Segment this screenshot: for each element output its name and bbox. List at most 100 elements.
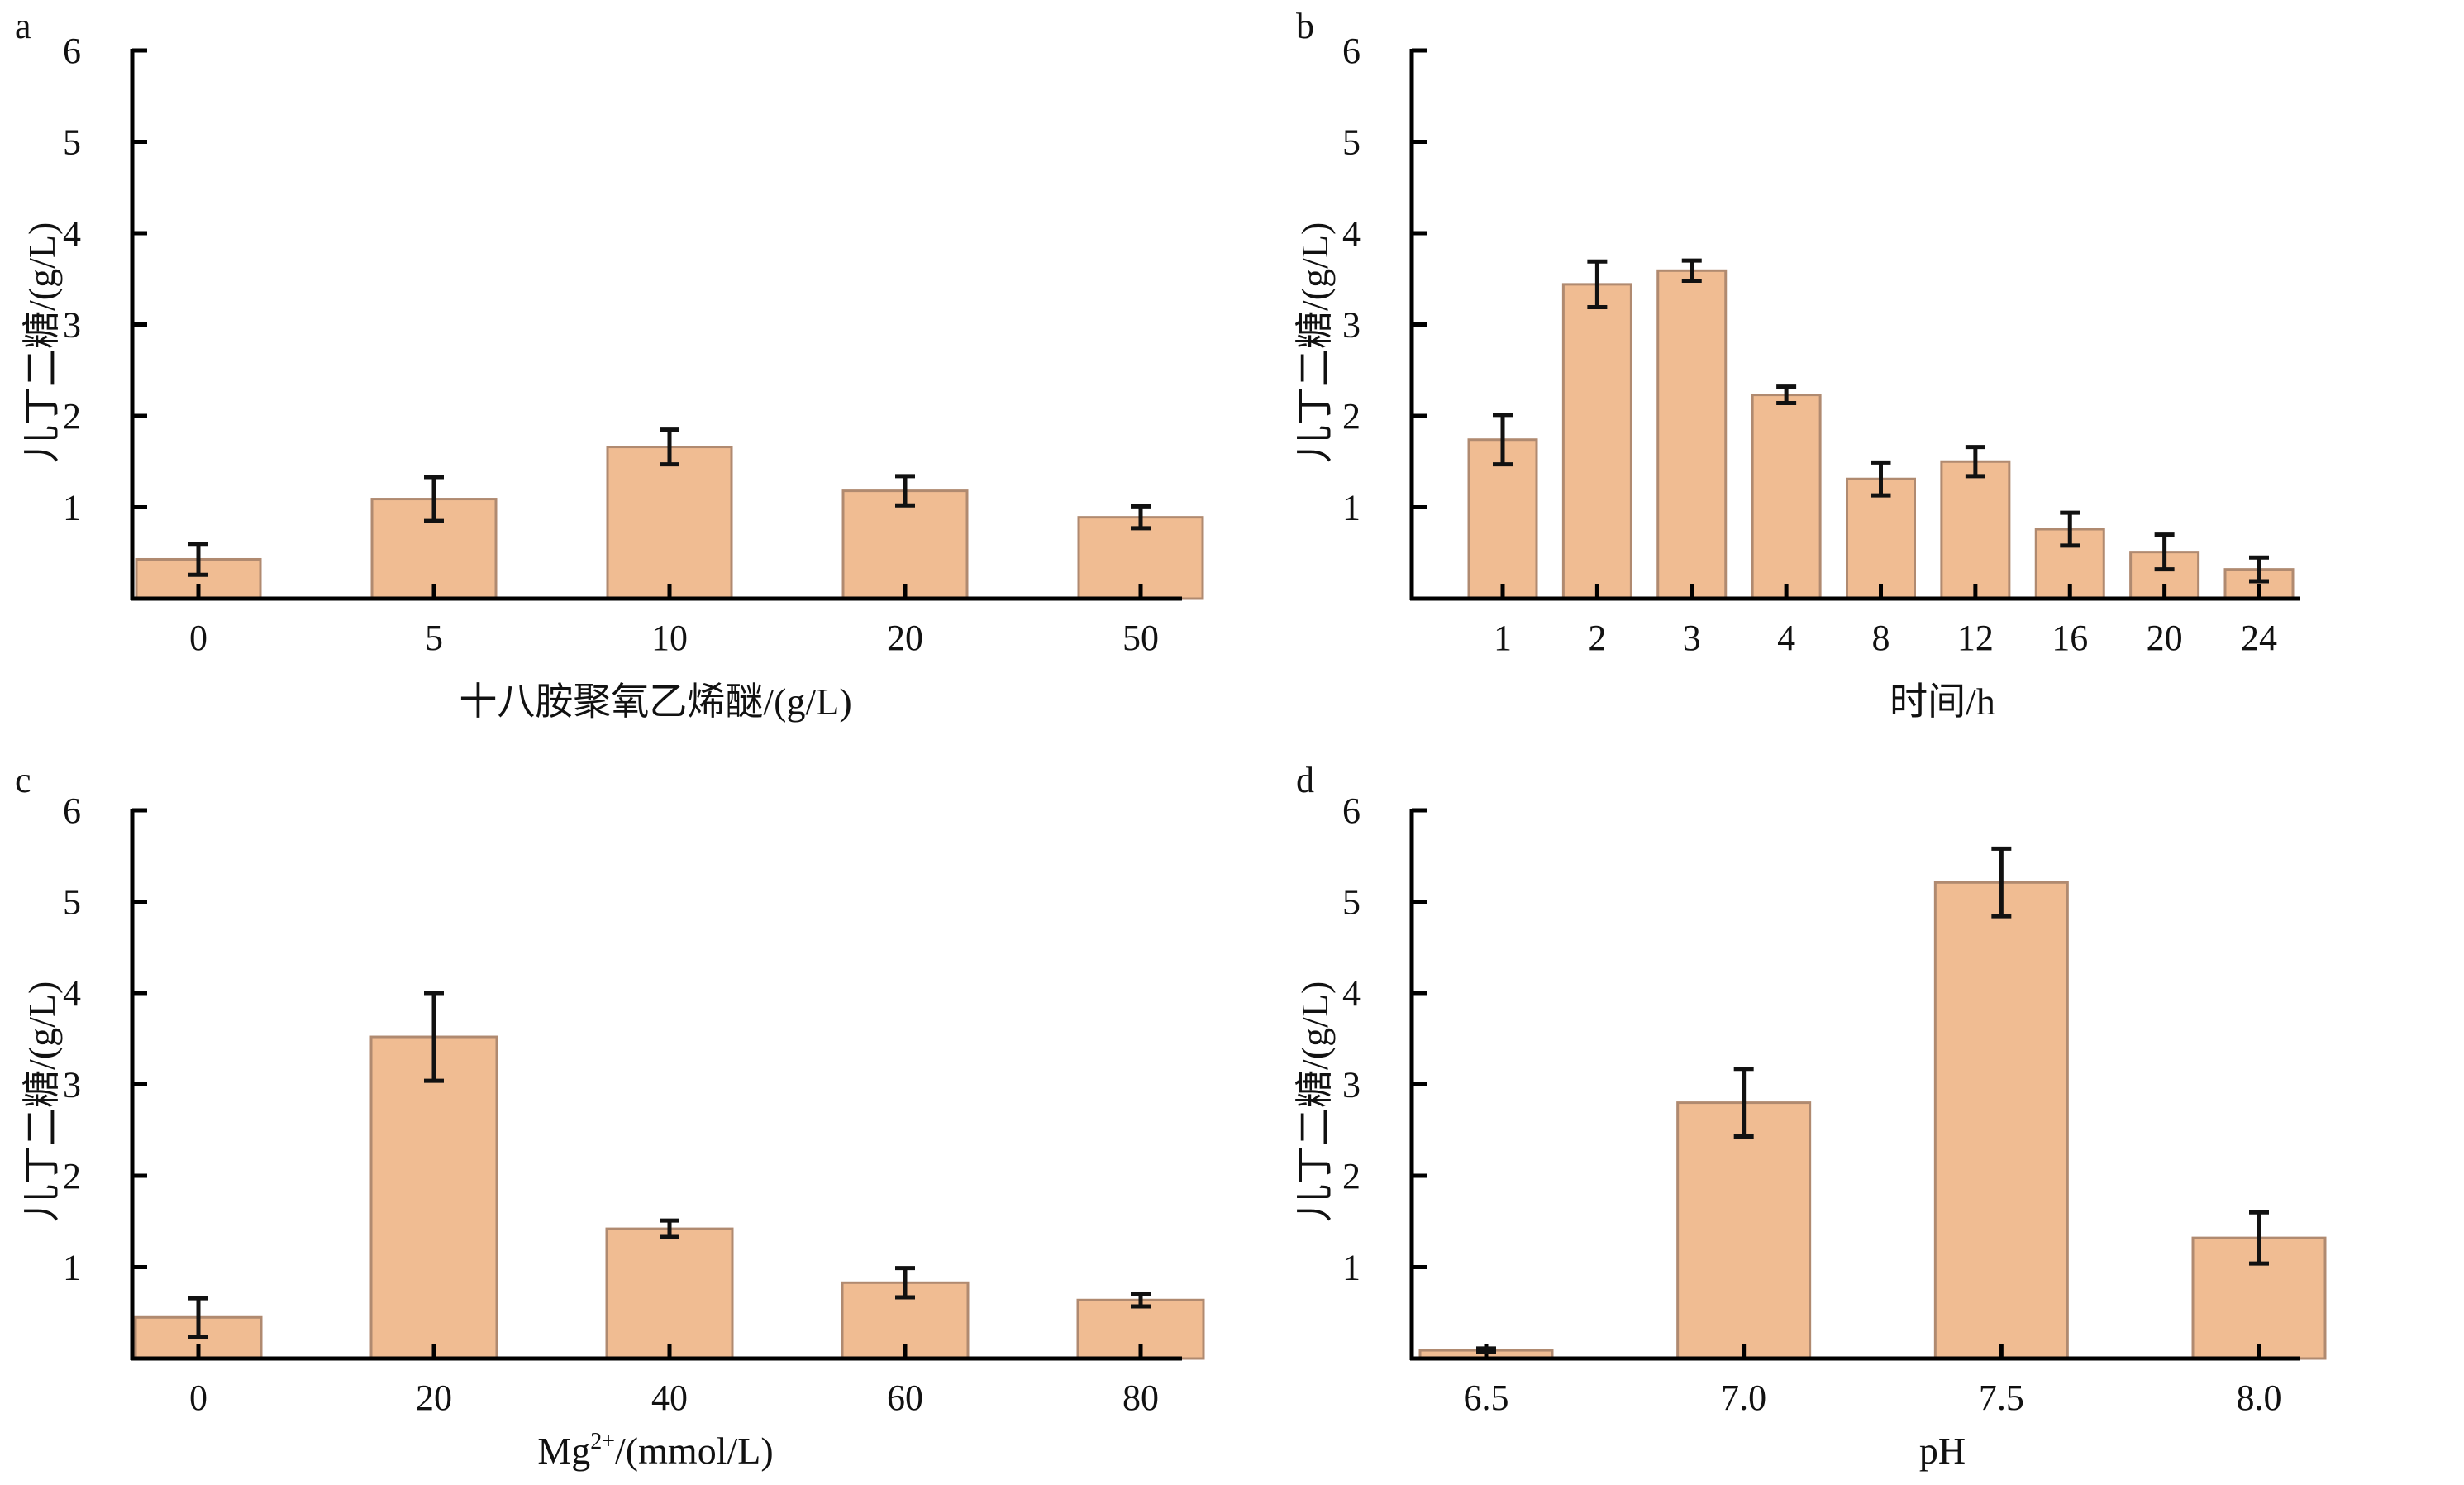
y-tick-label: 1: [1342, 488, 1361, 528]
y-tick-label: 1: [1342, 1248, 1361, 1288]
error-bar: [660, 1218, 679, 1239]
x-tick-label: 3: [1683, 618, 1701, 658]
y-tick-label: 3: [1342, 1065, 1361, 1105]
error-bar: [2060, 510, 2080, 548]
x-tick-label: 50: [1122, 618, 1159, 658]
error-bar: [424, 991, 444, 1083]
x-axis-label: 十八胺聚氧乙烯醚/(g/L): [459, 680, 852, 723]
bar: [1676, 1101, 1812, 1360]
x-tick-label: 20: [887, 618, 923, 658]
y-tick-label: 2: [1342, 1156, 1361, 1196]
x-axis-label: Mg2+/(mmol/L): [537, 1429, 773, 1473]
x-axis-label: pH: [1918, 1430, 1966, 1472]
x-axis-label: 时间/h: [1890, 680, 1995, 723]
error-bar: [1733, 1067, 1754, 1139]
x-tick-label: 8: [1872, 618, 1890, 658]
x-axis-label-rest: /(mmol/L): [615, 1430, 774, 1472]
y-tick-label: 6: [1342, 31, 1361, 71]
x-tick-label: 7.5: [1979, 1378, 2024, 1418]
bar: [605, 1227, 734, 1360]
y-tick-label: 2: [63, 396, 81, 437]
x-tick-label: 5: [425, 618, 443, 658]
panel-label: b: [1296, 6, 1314, 46]
panel-label: c: [15, 760, 31, 800]
x-tick-label: 2: [1588, 618, 1606, 658]
y-tick-label: 1: [63, 488, 81, 528]
error-bar: [2249, 1210, 2269, 1266]
y-tick-label: 4: [1342, 973, 1361, 1014]
panel-c: c 儿丁二糖/(g/L) 1 2 3 4 5 6 0 20 40 60 80 Mg2+/(mmol/…: [0, 742, 1232, 1485]
y-tick-label: 3: [63, 305, 81, 346]
x-tick-label: 4: [1777, 618, 1795, 658]
y-tick-label: 4: [63, 213, 81, 254]
bar-chart-d: 1 2 3 4 5 6 6.5 7.0 7.5 8.0: [1342, 790, 2327, 1418]
y-tick-label: 6: [63, 790, 81, 831]
y-tick-label: 6: [1342, 790, 1361, 831]
error-bar: [1776, 384, 1797, 406]
x-tick-label: 12: [1957, 618, 1994, 658]
x-tick-label: 24: [2241, 618, 2277, 658]
bar: [1561, 283, 1632, 600]
panel-label: d: [1296, 760, 1314, 800]
panel-b: b 儿丁二糖/(g/L) 1 2 3 4 5 6 1 2 3 4 8 12 16 20 24 时间/h: [1240, 0, 2464, 742]
y-tick-label: 4: [63, 973, 81, 1014]
x-tick-label: 1: [1494, 618, 1512, 658]
x-axis-label-superscript: 2+: [590, 1429, 616, 1454]
y-tick-label: 6: [63, 31, 81, 71]
bar: [1846, 477, 1916, 600]
error-bar: [1587, 259, 1608, 310]
y-tick-label: 1: [63, 1248, 81, 1288]
bar: [1933, 881, 2069, 1360]
bar: [1656, 269, 1728, 600]
bar: [369, 1035, 498, 1360]
error-bar: [1681, 258, 1702, 283]
bar: [841, 489, 969, 600]
error-bar: [424, 475, 444, 523]
error-bar: [1991, 846, 2012, 919]
error-bar: [895, 1266, 915, 1300]
error-bar: [1476, 1346, 1496, 1354]
y-tick-label: 3: [1342, 305, 1361, 346]
error-bar: [188, 1296, 208, 1339]
panel-label: a: [15, 6, 31, 46]
error-bar: [1871, 460, 1891, 498]
x-tick-label: 7.0: [1721, 1378, 1766, 1418]
x-tick-label: 80: [1122, 1378, 1159, 1418]
panel-d: d 儿丁二糖/(g/L) 1 2 3 4 5 6 6.5 7.0 7.5 8.0 pH: [1240, 742, 2464, 1485]
y-tick-label: 5: [1342, 122, 1361, 163]
y-tick-label: 5: [1342, 882, 1361, 923]
error-bar: [1965, 445, 1985, 479]
bar-chart-a: 1 2 3 4 5 6 0 5 10 20 50: [63, 31, 1204, 658]
y-tick-label: 3: [63, 1065, 81, 1105]
error-bar: [1131, 504, 1151, 531]
x-tick-label: 20: [2147, 618, 2183, 658]
bar: [606, 446, 733, 600]
y-tick-label: 5: [63, 122, 81, 163]
bar: [1751, 394, 1822, 600]
y-tick-label: 2: [63, 1156, 81, 1196]
x-tick-label: 0: [189, 1378, 207, 1418]
x-tick-label: 20: [416, 1378, 452, 1418]
error-bar: [1493, 413, 1513, 467]
x-tick-label: 16: [2052, 618, 2088, 658]
panel-a: a 儿丁二糖/(g/L) 1 2 3 4 5 6 0 5 10 20 50 十八胺聚氧乙烯醚/(g/…: [0, 0, 1232, 742]
error-bar: [1131, 1292, 1151, 1309]
error-bar: [188, 542, 208, 577]
x-tick-label: 0: [189, 618, 207, 658]
y-tick-label: 4: [1342, 213, 1361, 254]
x-tick-label: 8.0: [2237, 1378, 2282, 1418]
error-bar: [895, 474, 915, 508]
error-bar: [660, 427, 679, 467]
y-tick-label: 5: [63, 882, 81, 923]
x-tick-label: 6.5: [1464, 1378, 1509, 1418]
error-bar: [2154, 532, 2175, 572]
bar: [1940, 460, 2011, 600]
x-tick-label: 40: [651, 1378, 688, 1418]
x-tick-label: 60: [887, 1378, 923, 1418]
x-tick-label: 10: [651, 618, 688, 658]
error-bar: [2249, 555, 2269, 584]
x-axis-label-main: Mg: [537, 1430, 591, 1472]
y-tick-label: 2: [1342, 396, 1361, 437]
